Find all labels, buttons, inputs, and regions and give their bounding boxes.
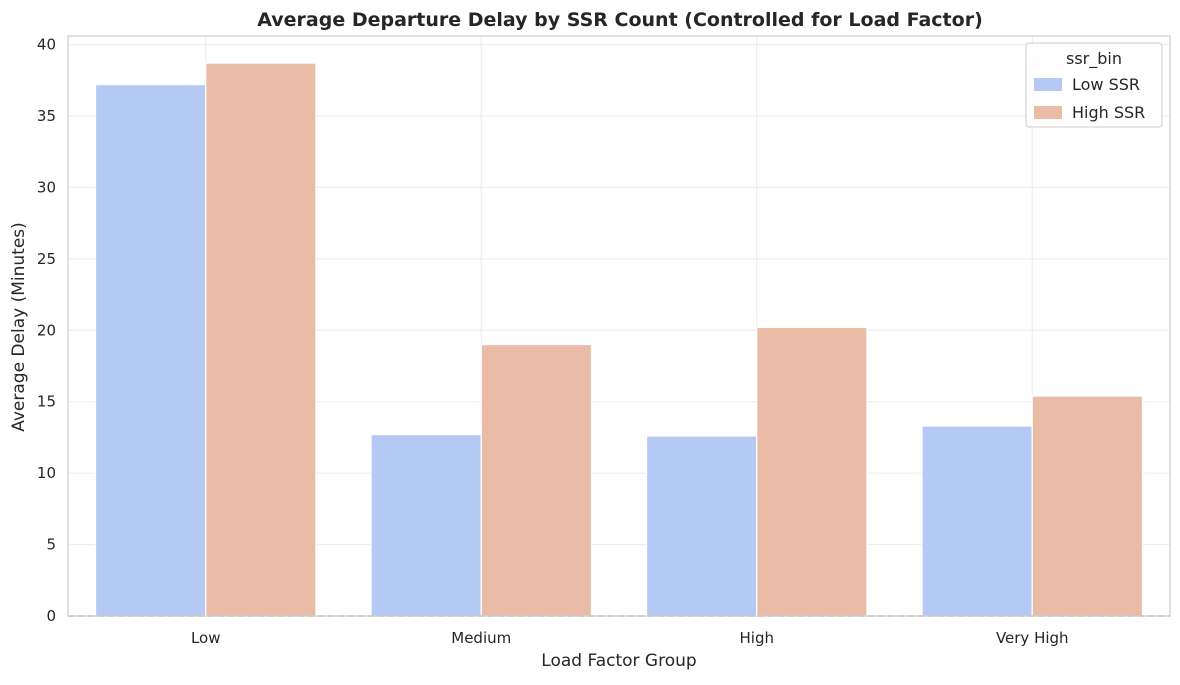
y-tick-label: 20	[37, 321, 56, 339]
y-tick-label: 0	[46, 607, 56, 625]
x-axis-label: Load Factor Group	[541, 651, 696, 671]
x-tick-label: High	[740, 629, 774, 647]
y-tick-label: 15	[37, 393, 56, 411]
bar-low-ssr-low	[94, 83, 207, 617]
bar-high-ssr-low	[205, 62, 317, 617]
legend-swatch	[1034, 106, 1062, 119]
legend-label: Low SSR	[1072, 75, 1140, 94]
x-tick-label: Very High	[996, 629, 1069, 647]
y-tick-label: 25	[37, 250, 56, 268]
y-axis-label: Average Delay (Minutes)	[9, 222, 29, 432]
legend-items: Low SSR High SSR	[1034, 75, 1145, 122]
x-tick-label: Medium	[451, 629, 511, 647]
bar-low-ssr-high	[645, 435, 758, 617]
y-axis-ticks: 0 5 10 15 20 25 30 35 40	[37, 36, 56, 625]
y-tick-label: 35	[37, 107, 56, 125]
legend: ssr_bin Low SSR High SSR	[1025, 42, 1163, 128]
bar-high-ssr-very-high	[1031, 395, 1144, 617]
chart-title: Average Departure Delay by SSR Count (Co…	[257, 9, 983, 31]
plot-frame	[67, 35, 1171, 617]
bar-high-ssr-medium	[480, 343, 593, 617]
bar-low-ssr-medium	[370, 433, 482, 617]
bars	[94, 62, 1144, 617]
y-tick-label: 30	[37, 178, 56, 196]
x-axis-ticks: Low Medium High Very High	[191, 629, 1069, 647]
legend-swatch	[1034, 78, 1062, 91]
x-tick-label: Low	[191, 629, 221, 647]
y-tick-label: 10	[37, 464, 56, 482]
y-tick-label: 40	[37, 36, 56, 54]
legend-title: ssr_bin	[1066, 49, 1122, 69]
y-tick-label: 5	[46, 536, 56, 554]
bar-high-ssr-high	[756, 326, 868, 617]
legend-label: High SSR	[1072, 103, 1145, 122]
bar-low-ssr-very-high	[921, 425, 1033, 617]
